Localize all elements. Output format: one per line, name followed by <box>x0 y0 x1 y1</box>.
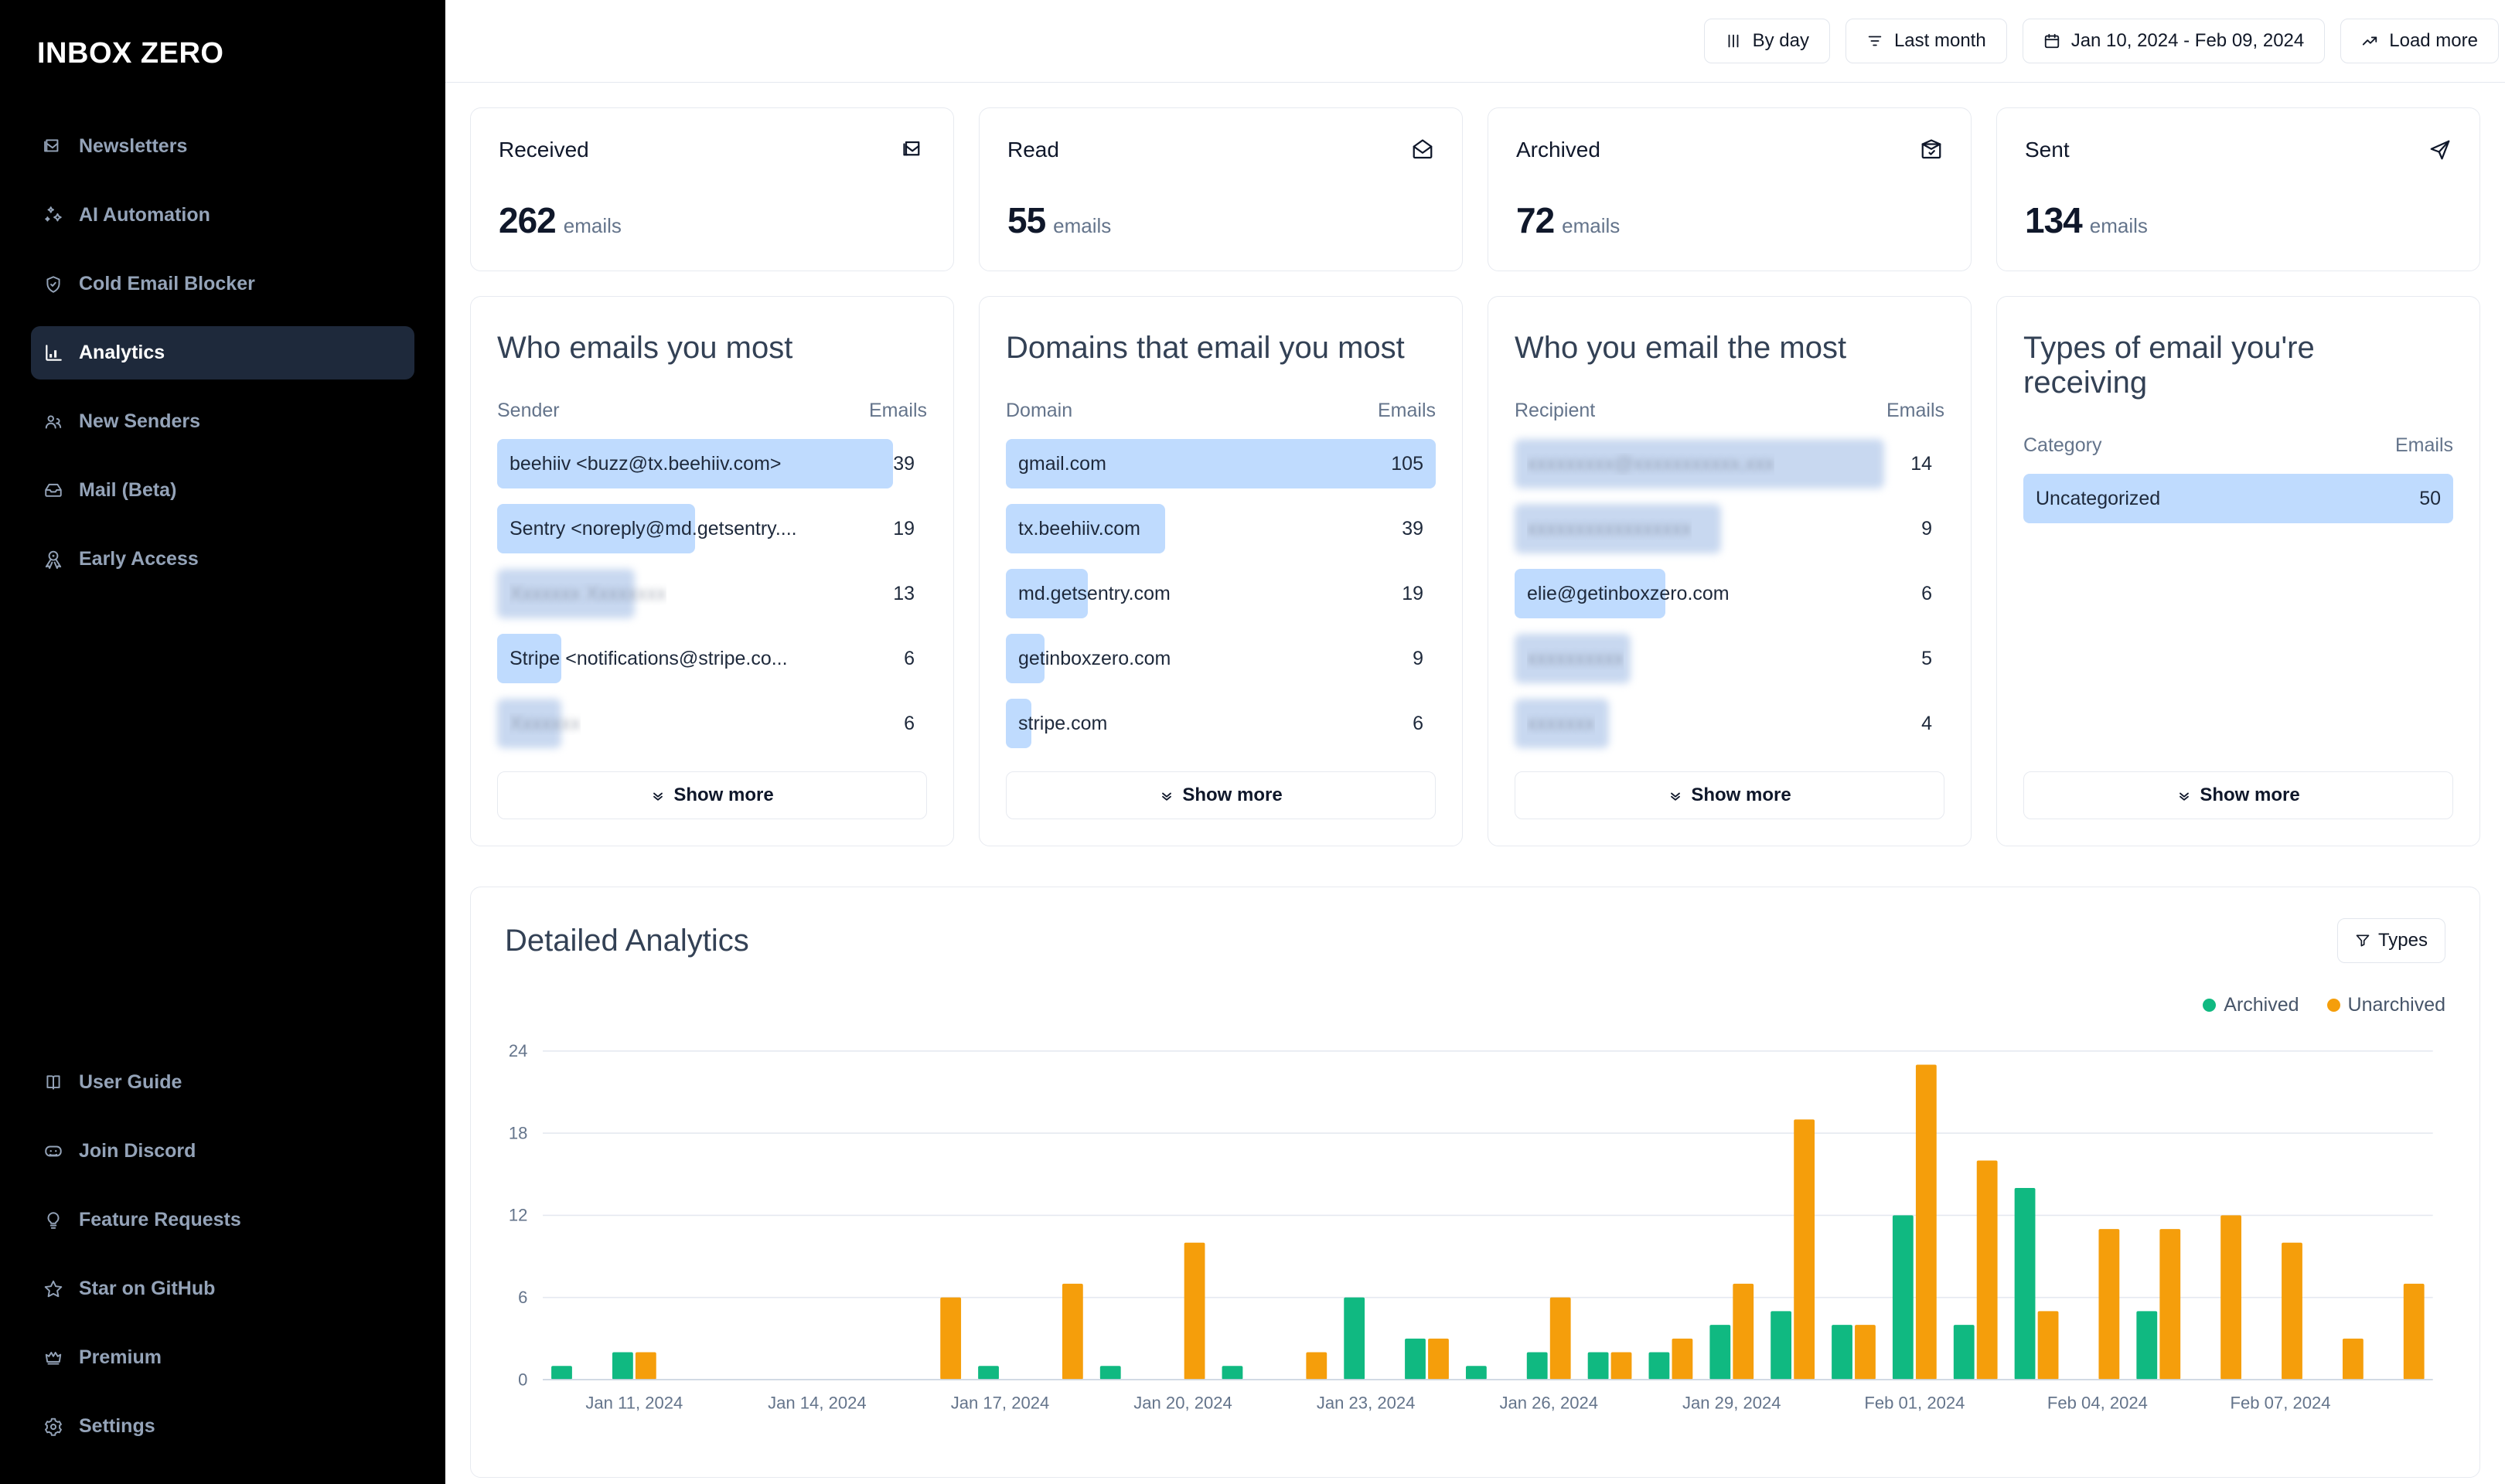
svg-text:18: 18 <box>509 1123 528 1142</box>
svg-text:Feb 04, 2024: Feb 04, 2024 <box>2047 1394 2148 1413</box>
svg-text:Jan 20, 2024: Jan 20, 2024 <box>1133 1394 1232 1413</box>
svg-text:6: 6 <box>518 1288 527 1307</box>
svg-text:Jan 17, 2024: Jan 17, 2024 <box>951 1394 1050 1413</box>
svg-text:Jan 14, 2024: Jan 14, 2024 <box>768 1394 867 1413</box>
svg-text:Feb 07, 2024: Feb 07, 2024 <box>2231 1394 2331 1413</box>
svg-text:12: 12 <box>509 1206 528 1225</box>
svg-text:Jan 11, 2024: Jan 11, 2024 <box>585 1394 683 1413</box>
svg-text:Jan 29, 2024: Jan 29, 2024 <box>1682 1394 1781 1413</box>
svg-text:Jan 23, 2024: Jan 23, 2024 <box>1317 1394 1416 1413</box>
svg-text:Feb 01, 2024: Feb 01, 2024 <box>1864 1394 1965 1413</box>
svg-text:0: 0 <box>518 1370 527 1389</box>
svg-text:Jan 26, 2024: Jan 26, 2024 <box>1499 1394 1598 1413</box>
svg-text:24: 24 <box>509 1041 528 1060</box>
